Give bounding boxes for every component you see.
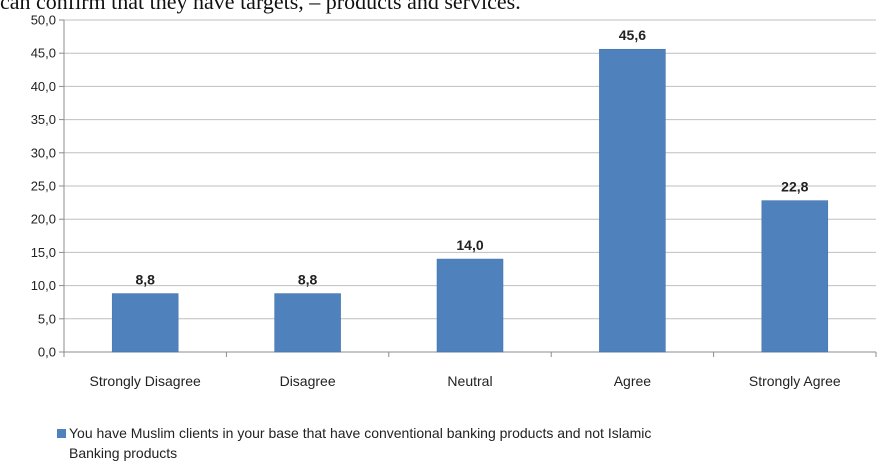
bars [111,48,829,353]
x-category-label: Agree [614,373,652,389]
data-label: 8,8 [135,272,155,288]
page-caption: can confirm that they have targets, – pr… [0,0,521,14]
y-tick-label: 50,0 [31,13,56,28]
y-tick-label: 0,0 [38,345,56,360]
y-tick-labels: 0,0 5,0 10,0 15,0 20,0 25,0 30,0 35,0 40,0 45,0 50… [31,13,56,360]
data-labels: 8,8 8,8 14,0 45,6 22,8 [135,27,808,287]
legend-label: You have Muslim clients in your base tha… [69,425,651,441]
bar [436,258,504,353]
legend-label: Banking products [69,445,177,461]
data-label: 22,8 [781,179,808,195]
data-label: 14,0 [456,237,483,253]
x-category-label: Neutral [447,373,492,389]
category-labels: Strongly Disagree Disagree Neutral Agree Str… [90,373,841,389]
x-category-label: Disagree [280,373,336,389]
bar [599,48,666,353]
y-tick-label: 10,0 [31,278,56,293]
y-tick-label: 35,0 [31,112,56,127]
x-category-label: Strongly Agree [749,373,841,389]
y-tick-label: 45,0 [31,46,56,61]
x-category-label: Strongly Disagree [90,373,201,389]
legend-swatch [57,429,66,438]
data-label: 8,8 [298,272,318,288]
y-tick-label: 5,0 [38,311,56,326]
y-tick-label: 15,0 [31,245,56,260]
bar [761,200,829,353]
legend: You have Muslim clients in your base tha… [57,425,651,461]
y-tick-label: 40,0 [31,79,56,94]
y-tick-label: 25,0 [31,179,56,194]
data-label: 45,6 [619,27,646,43]
bar [274,293,341,353]
bar [111,293,179,353]
y-tick-label: 30,0 [31,145,56,160]
y-tick-label: 20,0 [31,212,56,227]
